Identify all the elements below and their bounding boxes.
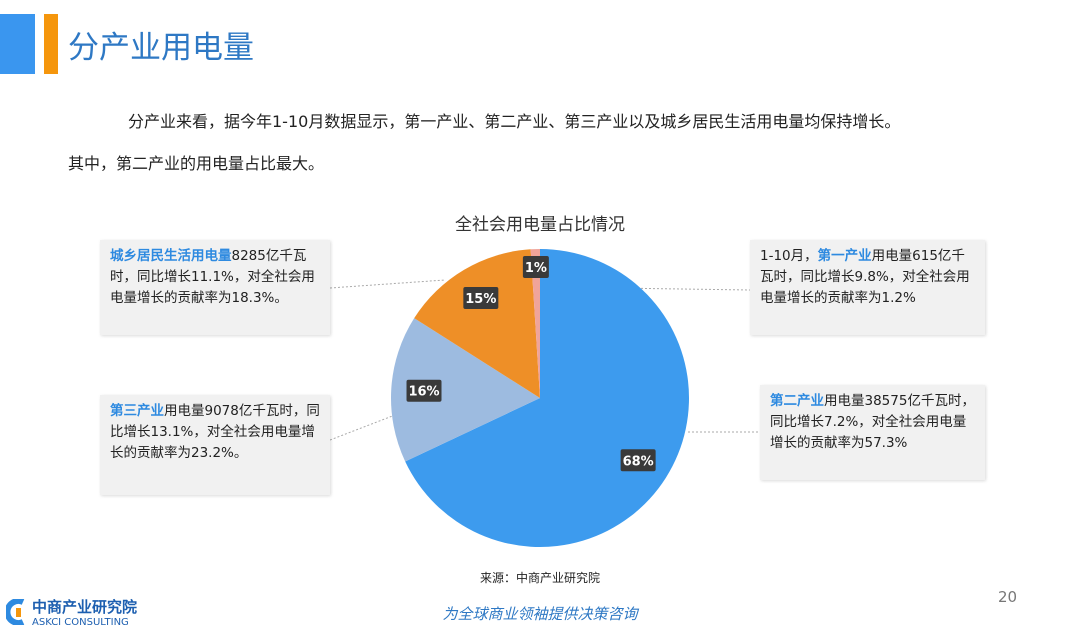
pie-label: 68% xyxy=(620,449,656,472)
callout-tertiary: 第三产业用电量9078亿千瓦时，同比增长13.1%，对全社会用电量增长的贡献率为… xyxy=(100,395,330,495)
callout-prefix: 1-10月， xyxy=(760,248,818,264)
pie-label: 16% xyxy=(406,379,442,402)
svg-text:68%: 68% xyxy=(623,454,654,469)
pie-label: 1% xyxy=(522,255,549,278)
source-note: 来源：中商产业研究院 xyxy=(479,571,600,585)
intro-line-1: 分产业来看，据今年1-10月数据显示，第一产业、第二产业、第三产业以及城乡居民生… xyxy=(128,112,901,131)
pie-slice xyxy=(391,318,540,462)
pie-slice xyxy=(405,249,689,547)
svg-text:16%: 16% xyxy=(408,385,439,400)
callout-text: 用电量9078亿千瓦时，同比增长13.1%，对全社会用电量增长的贡献率为23.2… xyxy=(110,403,320,461)
callout-primary: 1-10月，第一产业用电量615亿千瓦时，同比增长9.8%，对全社会用电量增长的… xyxy=(750,240,985,335)
callout-name: 第二产业 xyxy=(770,393,824,409)
svg-text:1%: 1% xyxy=(525,261,547,276)
callout-secondary: 第二产业用电量38575亿千瓦时，同比增长7.2%，对全社会用电量增长的贡献率为… xyxy=(760,385,985,480)
svg-text:15%: 15% xyxy=(465,292,496,307)
pie-slice xyxy=(414,249,540,398)
chart-title: 全社会用电量占比情况 xyxy=(455,215,625,235)
intro-line-2: 其中，第二产业的用电量占比最大。 xyxy=(68,154,325,173)
callout-text: 8285亿千瓦时，同比增长11.1%，对全社会用电量增长的贡献率为18.3%。 xyxy=(110,248,315,306)
page-number: 20 xyxy=(998,588,1018,606)
callout-name: 城乡居民生活用电量 xyxy=(110,248,232,264)
logo-icon xyxy=(6,599,25,625)
callout-name: 第三产业 xyxy=(110,403,164,419)
callout-name: 第一产业 xyxy=(817,248,872,264)
slogan: 为全球商业领袖提供决策咨询 xyxy=(442,605,638,623)
pie-slice xyxy=(530,249,540,398)
leader-line xyxy=(329,279,446,289)
pie-label: 15% xyxy=(463,286,499,309)
leader-line xyxy=(329,414,396,441)
callout-text: 用电量615亿千瓦时，同比增长9.8%，对全社会用电量增长的贡献率为1.2% xyxy=(760,248,970,306)
page-title: 分产业用电量 xyxy=(68,30,254,66)
accent-bar-blue xyxy=(0,14,35,74)
logo: 中商产业研究院 ASKCI CONSULTING xyxy=(6,596,137,628)
callout-text: 用电量38575亿千瓦时，同比增长7.2%，对全社会用电量增长的贡献率为57.3… xyxy=(770,393,975,451)
logo-cn: 中商产业研究院 xyxy=(32,598,138,616)
accent-bar-orange xyxy=(44,14,58,74)
callout-residential: 城乡居民生活用电量8285亿千瓦时，同比增长11.1%，对全社会用电量增长的贡献… xyxy=(100,240,330,335)
logo-en: ASKCI CONSULTING xyxy=(32,617,129,628)
